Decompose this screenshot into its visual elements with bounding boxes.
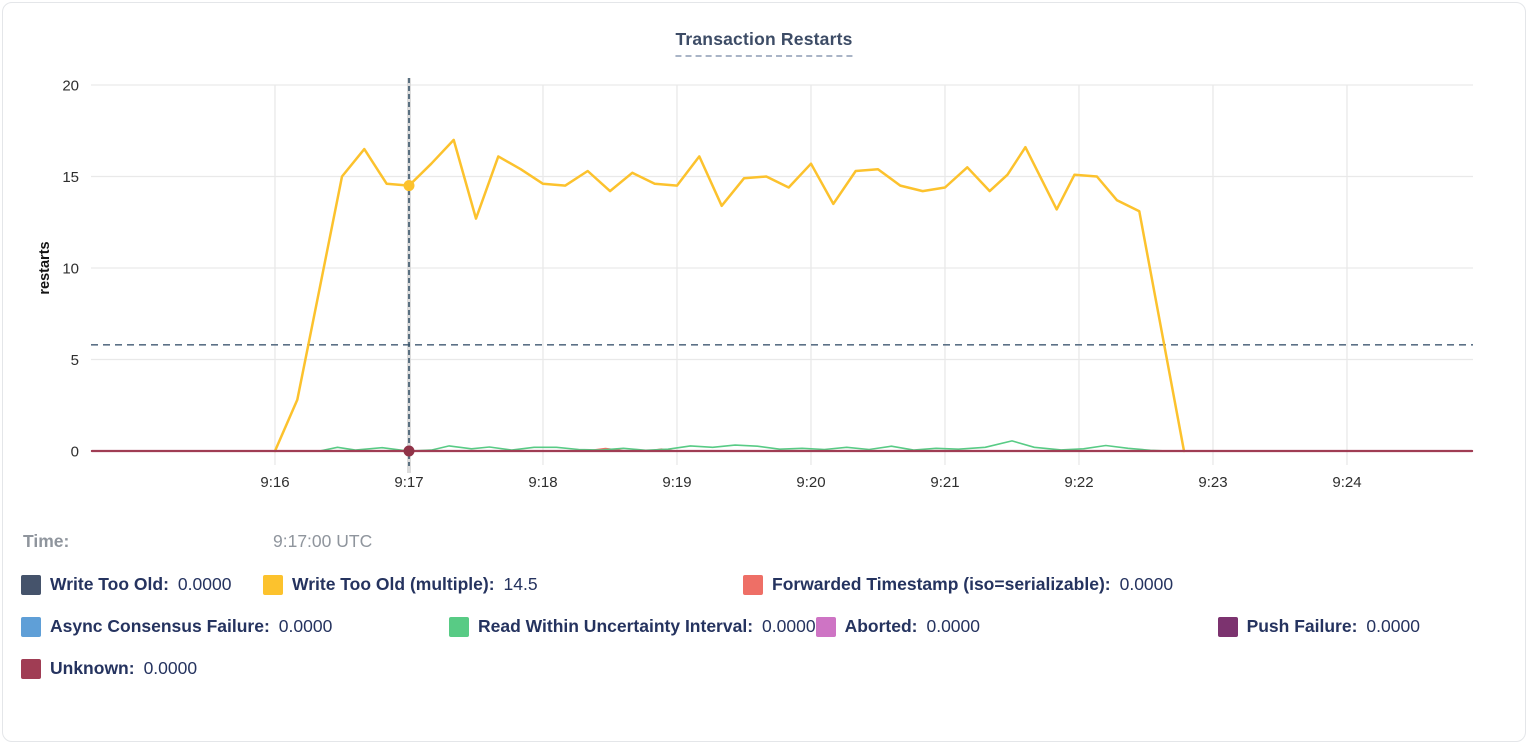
legend-label: Unknown: (50, 658, 135, 678)
transaction-restarts-chart[interactable]: 0 5 10 15 20 9:16 9:17 9:18 9:19 9:20 9:21 9:22 9:23… (3, 3, 1526, 505)
time-label: Time: (23, 531, 70, 551)
svg-text:20: 20 (62, 78, 79, 95)
legend-item-aborted: Aborted: 0.0000 (815, 616, 1218, 637)
legend-value: 0.0000 (143, 658, 198, 678)
forwarded-timestamp-swatch-icon (743, 574, 763, 595)
legend-item-forwarded-timestamp: Forwarded Timestamp (iso=serializable): … (743, 574, 1173, 595)
svg-text:9:16: 9:16 (260, 474, 289, 491)
time-value: 9:17:00 UTC (273, 531, 373, 551)
legend-label: Async Consensus Failure: (50, 616, 270, 636)
legend-label: Read Within Uncertainty Interval: (478, 616, 754, 636)
write-too-old-swatch-icon (21, 574, 41, 595)
svg-text:5: 5 (71, 352, 79, 369)
svg-text:9:22: 9:22 (1064, 474, 1093, 491)
read-within-uncertainty-swatch-icon (449, 616, 469, 637)
legend-label: Forwarded Timestamp (iso=serializable): (772, 574, 1111, 594)
svg-text:9:17: 9:17 (394, 474, 423, 491)
write-too-old-multiple-swatch-icon (263, 574, 283, 595)
legend-value: 14.5 (503, 574, 538, 594)
push-failure-swatch-icon (1217, 616, 1238, 637)
svg-text:10: 10 (62, 261, 79, 278)
chart-title[interactable]: Transaction Restarts (675, 29, 853, 57)
legend-value: 0.0000 (926, 616, 980, 636)
legend-label: Write Too Old: (50, 574, 169, 594)
svg-text:restarts: restarts (37, 241, 53, 294)
legend-value: 0.0000 (1119, 574, 1174, 594)
legend-item-write-too-old-multiple: Write Too Old (multiple): 14.5 (263, 574, 743, 595)
legend-item-unknown: Unknown: 0.0000 (21, 658, 197, 679)
hover-time-row: Time: 9:17:00 UTC (23, 531, 1525, 552)
svg-text:9:18: 9:18 (528, 474, 557, 491)
legend-item-push-failure: Push Failure: 0.0000 (1217, 616, 1420, 637)
svg-text:9:19: 9:19 (662, 474, 691, 491)
legend-item-read-within-uncertainty-interval: Read Within Uncertainty Interval: 0.0000 (449, 616, 816, 637)
legend-label: Push Failure: (1246, 616, 1358, 636)
legend-value: 0.0000 (1366, 616, 1420, 636)
legend-label: Aborted: (844, 616, 918, 636)
svg-text:9:23: 9:23 (1198, 474, 1227, 491)
chart-area: 0 5 10 15 20 9:16 9:17 9:18 9:19 9:20 9:21 9:22 9:23… (3, 3, 1525, 505)
legend-value: 0.0000 (177, 574, 232, 594)
legend: Write Too Old: 0.0000 Write Too Old (mul… (21, 574, 1525, 679)
svg-text:9:21: 9:21 (930, 474, 959, 491)
unknown-swatch-icon (21, 658, 41, 679)
legend-value: 0.0000 (762, 616, 816, 636)
legend-row: Unknown: 0.0000 (21, 658, 1525, 679)
async-consensus-failure-swatch-icon (21, 616, 41, 637)
svg-text:0: 0 (71, 444, 79, 461)
aborted-swatch-icon (815, 616, 836, 637)
svg-text:15: 15 (62, 169, 79, 186)
legend-item-write-too-old: Write Too Old: 0.0000 (21, 574, 263, 595)
legend-row: Write Too Old: 0.0000 Write Too Old (mul… (21, 574, 1525, 595)
svg-text:9:24: 9:24 (1332, 474, 1361, 491)
legend-value: 0.0000 (278, 616, 333, 636)
svg-text:9:20: 9:20 (796, 474, 825, 491)
legend-label: Write Too Old (multiple): (292, 574, 495, 594)
legend-row: Async Consensus Failure: 0.0000 Read Wit… (21, 616, 1525, 637)
legend-item-async-consensus-failure: Async Consensus Failure: 0.0000 (21, 616, 449, 637)
